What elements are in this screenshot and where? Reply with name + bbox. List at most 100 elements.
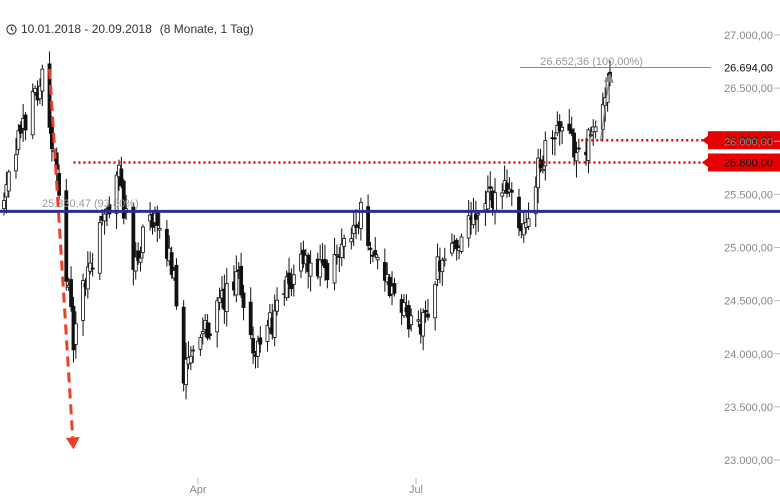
candle-body [88,262,93,272]
candle-body [85,266,90,290]
candle-body [576,147,581,150]
candle-body [521,223,526,236]
candle-body [184,358,188,385]
y-tick-label: 27.000,00 [724,30,773,42]
x-tick-label: Jul [409,484,423,496]
y-tick-label: 24.500,00 [724,296,773,308]
candle-body [64,190,69,282]
candle-body [332,254,337,284]
candle-body [114,174,119,214]
candle-body [291,274,296,285]
candle-body [392,283,397,294]
candle-body [466,215,471,239]
y-tick-label: 23.500,00 [724,402,773,414]
candle-body [97,222,102,274]
trend-arrow-head [65,436,80,450]
date-range: 10.01.2018 - 20.09.2018 [21,22,152,36]
annotations-group: 25.330,47 (93,80%) 26.652,36 (100,00%) [42,56,643,450]
candle-body [557,121,562,132]
candle-body [500,192,505,197]
candle-body [488,186,493,189]
candle-body [351,224,356,234]
candle-body [90,267,95,270]
candle-body [40,68,45,92]
candle-body [339,243,344,258]
candle-body [318,259,323,278]
candle-body [30,91,35,136]
candle-body [141,226,145,253]
candle-body [459,236,464,252]
candle-body [505,182,509,194]
candle-body [588,134,593,137]
y-axis: 23.000,00 23.500,00 24.000,00 24.500,00 25.0… [724,30,780,467]
candle-body [81,280,85,321]
candle-body [454,239,459,250]
candle-body [18,124,23,134]
candle-body [136,250,141,261]
candle-body [373,250,378,256]
candle-body [416,319,421,322]
candle-body [208,333,212,336]
level-lines-group: 26.009,91 25.800,00 26.694,00 [0,63,780,213]
period-info: (8 Monate, 1 Tag) [159,22,254,36]
candle-body [200,331,205,335]
candle-body [251,338,256,354]
candle-body [198,337,203,350]
candle-body [164,228,169,259]
candle-body [325,262,330,281]
candle-body [188,355,193,364]
y-tick-label: 25.500,00 [724,189,773,201]
candle-body [275,299,279,312]
candle-body [169,252,174,275]
candle-body [538,159,543,169]
candle-body [567,123,572,131]
candle-body [370,254,375,257]
candle-body [335,254,339,257]
trend-arrow-shaft [48,68,75,438]
candle-body [191,349,196,352]
candle-body [426,313,430,318]
y-tick-label: 26.000,00 [724,136,773,148]
candle-body [47,63,52,128]
candle-body [586,129,591,161]
candle-body [473,213,478,220]
candle-body [107,204,112,215]
candle-body [423,310,428,313]
trend-arrow-shaft [599,82,610,142]
candle-body [382,262,387,281]
candle-body [138,257,143,263]
candle-body [258,337,263,345]
candle-body [131,206,136,270]
candle-body [476,213,481,216]
trend-arrow-head [603,73,614,83]
candle-body [248,301,253,336]
candle-body [368,247,373,250]
candle-body [224,283,229,312]
y-tick-label: 26.500,00 [724,83,773,95]
candles-group [2,51,612,400]
candle-body [16,130,21,150]
level-label-pointer [702,156,710,169]
x-axis: Apr Jul [189,478,423,496]
candle-body [272,310,277,338]
level-label: 25.800,00 [724,158,773,170]
candle-body [284,276,289,299]
candle-body [509,189,514,193]
candle-body [255,340,260,357]
candle-body [366,206,370,247]
candle-body [217,297,222,303]
candle-body [569,128,574,134]
candle-body [174,264,179,307]
candle-body [533,186,538,215]
candle-body [574,152,579,162]
y-tick-label: 24.000,00 [724,349,773,361]
candle-body [6,171,11,192]
candle-body [69,279,73,308]
candle-body [2,200,6,210]
candle-body [440,259,445,273]
candle-body [342,238,347,247]
level-label: 26.009,91 [724,135,773,147]
candle-body [289,281,294,290]
y-tick-label: 23.000,00 [724,455,773,467]
